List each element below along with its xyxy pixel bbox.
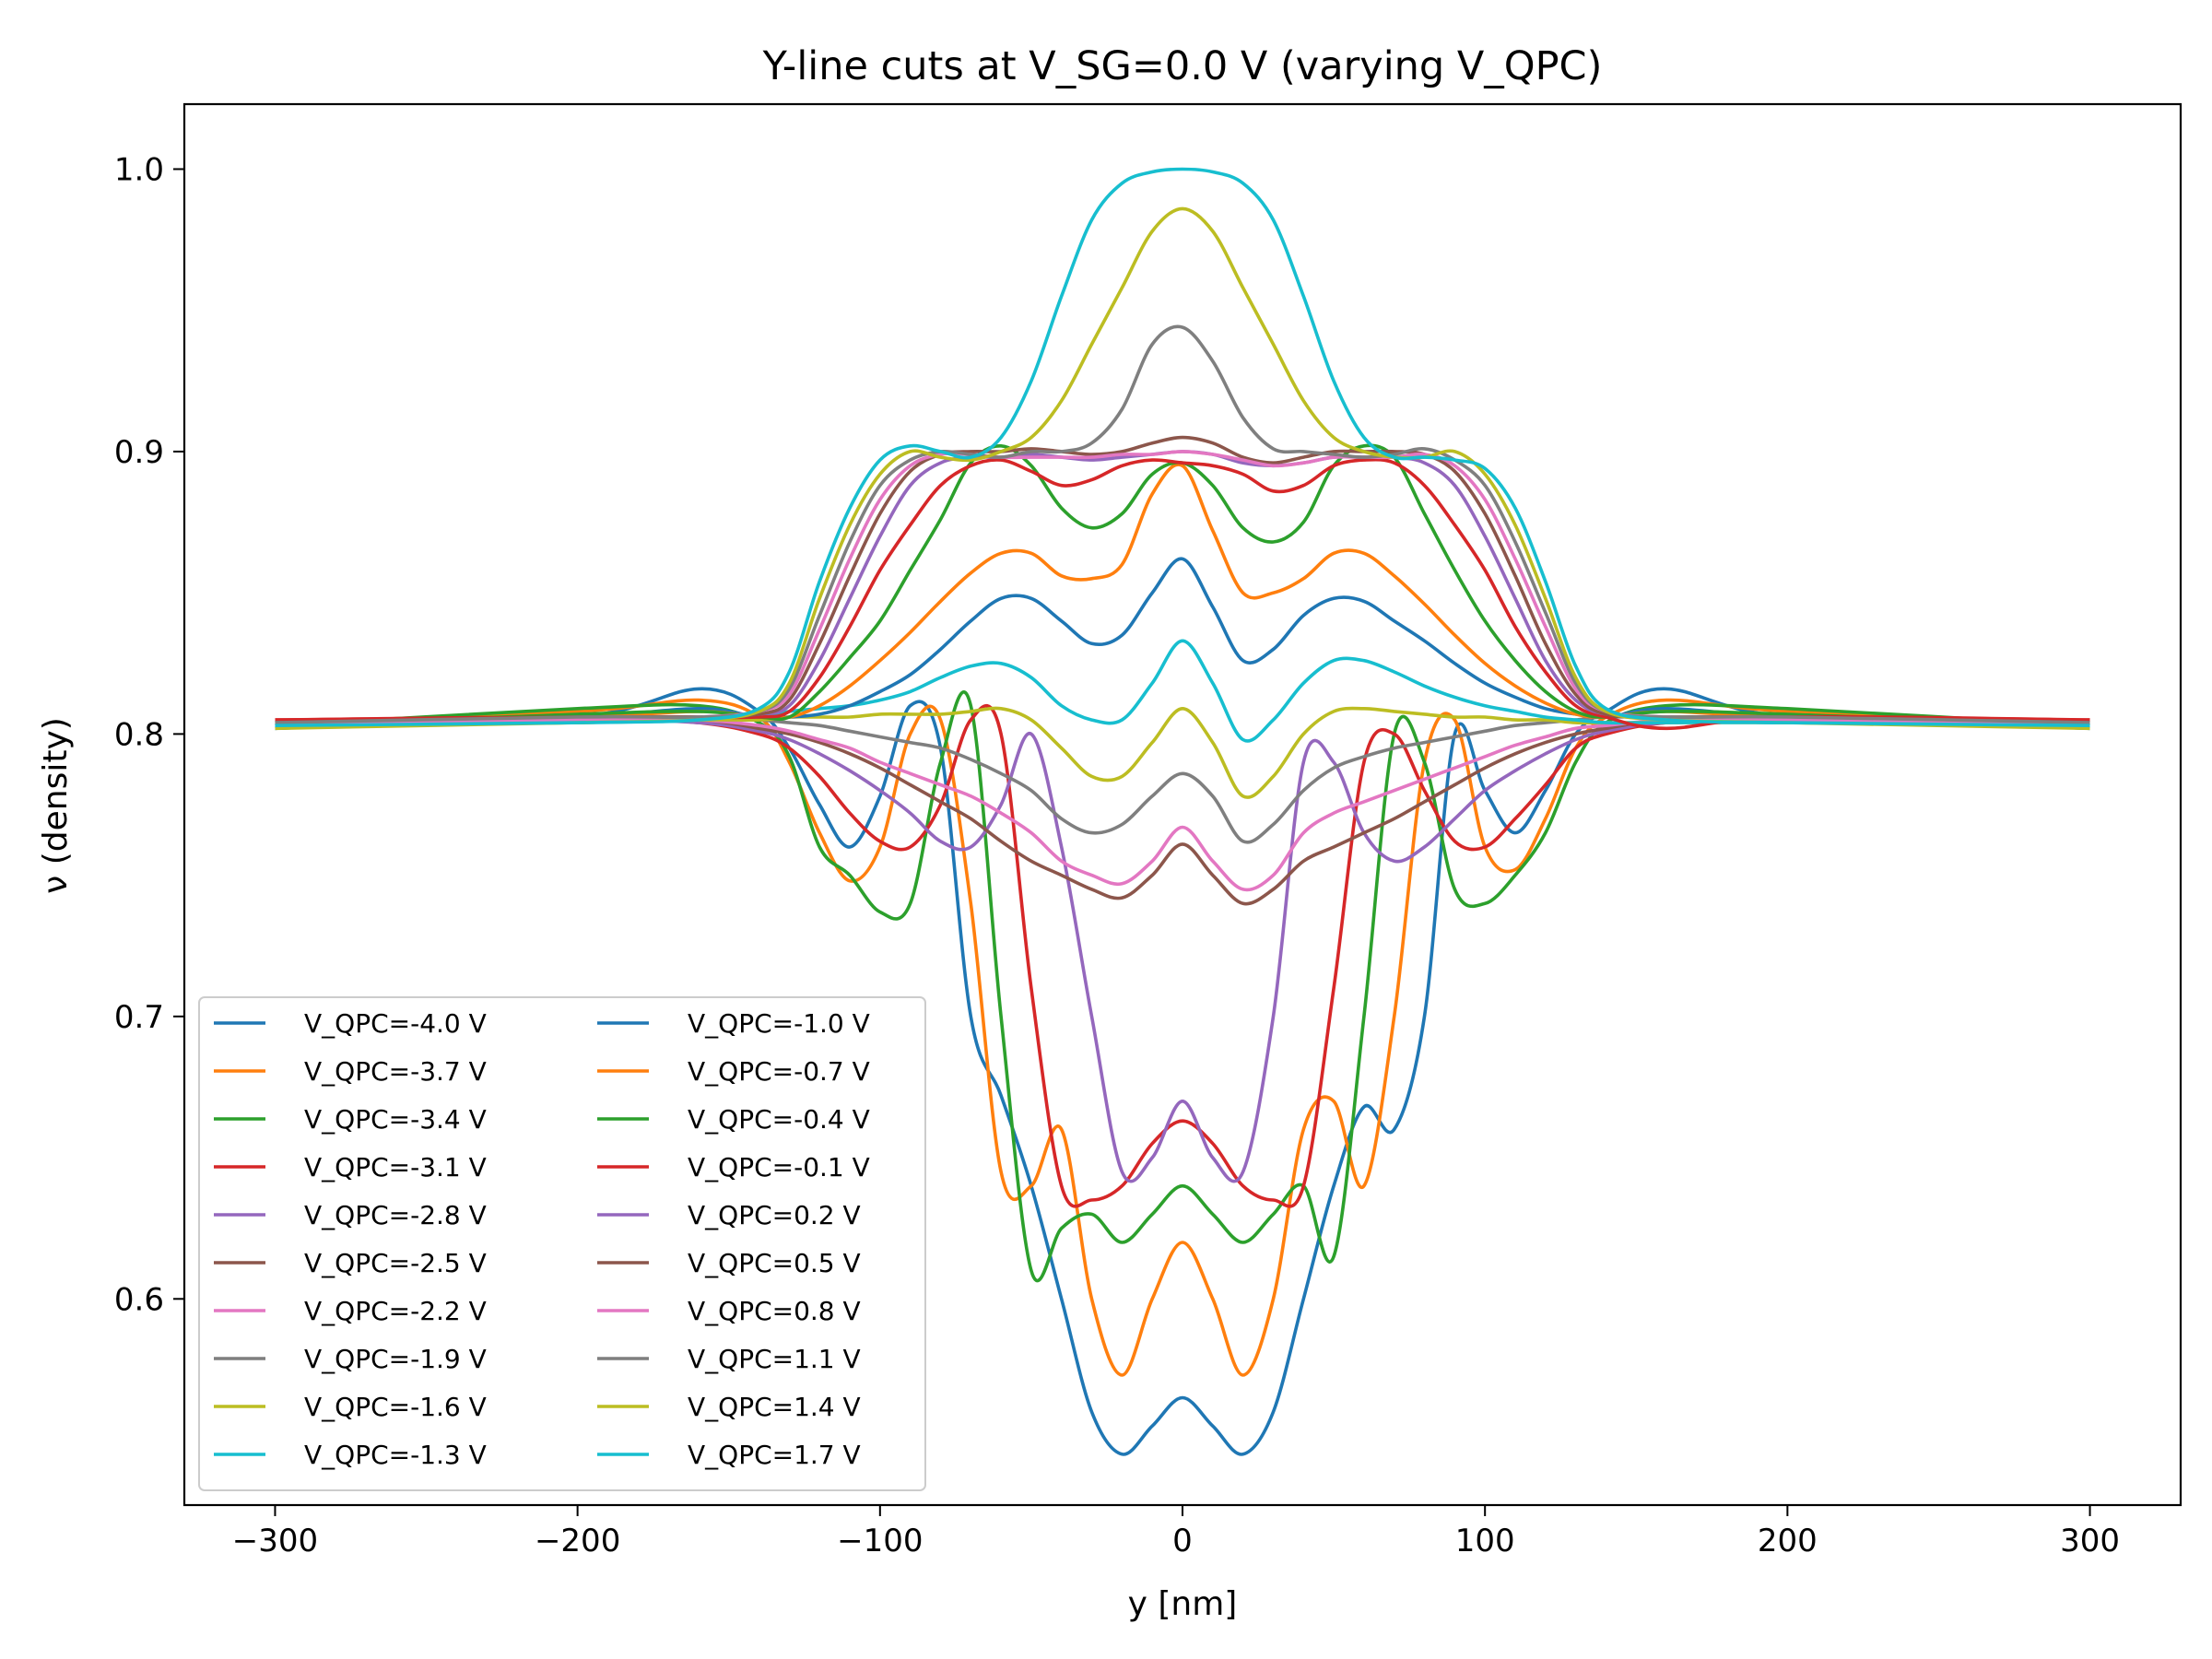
y-tick-label: 0.6 <box>114 1281 164 1318</box>
legend-label: V_QPC=-1.3 V <box>304 1440 487 1470</box>
series-line-6 <box>275 714 2090 892</box>
legend-label: V_QPC=-4.0 V <box>304 1008 487 1039</box>
legend-label: V_QPC=-3.1 V <box>304 1152 487 1182</box>
legend-label: V_QPC=-1.0 V <box>688 1008 870 1039</box>
legend-label: V_QPC=-0.4 V <box>688 1104 870 1135</box>
series-line-10 <box>275 557 2090 731</box>
legend-label: V_QPC=-0.7 V <box>688 1056 870 1087</box>
x-tick-label: −200 <box>535 1523 620 1559</box>
x-tick-label: −100 <box>837 1523 923 1559</box>
legend-label: V_QPC=-0.1 V <box>688 1152 870 1182</box>
y-axis-title: ν (density) <box>37 717 75 894</box>
legend-label: V_QPC=1.7 V <box>688 1440 861 1470</box>
x-tick-label: −300 <box>232 1523 318 1559</box>
legend-label: V_QPC=0.8 V <box>688 1296 861 1326</box>
series-line-4 <box>275 718 2090 1183</box>
legend-label: V_QPC=-3.7 V <box>304 1056 487 1087</box>
legend-label: V_QPC=-2.5 V <box>304 1248 487 1278</box>
series-line-3 <box>275 703 2090 1208</box>
series-line-15 <box>275 435 2090 724</box>
x-tick-label: 200 <box>1758 1523 1818 1559</box>
legend-label: V_QPC=-3.4 V <box>304 1104 487 1135</box>
series-line-2 <box>275 689 2090 1283</box>
legend-label: V_QPC=-1.6 V <box>304 1392 487 1422</box>
chart-title: Y-line cuts at V_SG=0.0 V (varying V_QPC… <box>762 43 1603 89</box>
x-axis: −300 −200 −100 0 100 200 300 <box>232 1505 2120 1559</box>
series-line-19 <box>275 167 2090 727</box>
legend-label: V_QPC=-2.8 V <box>304 1200 487 1230</box>
x-tick-label: 0 <box>1172 1523 1193 1559</box>
series-line-0 <box>275 687 2090 1456</box>
legend: V_QPC=-4.0 V V_QPC=-3.7 V V_QPC=-3.4 V V_QP… <box>198 996 926 1491</box>
y-tick-label: 0.8 <box>114 716 164 753</box>
legend-label: V_QPC=1.4 V <box>688 1392 861 1422</box>
y-axis: 0.6 0.7 0.8 0.9 1.0 <box>114 151 184 1318</box>
legend-label: V_QPC=-1.9 V <box>304 1344 487 1374</box>
series-line-17 <box>275 324 2090 724</box>
y-tick-label: 0.9 <box>114 434 164 471</box>
x-axis-title: y [nm] <box>1128 1585 1238 1623</box>
series-line-13 <box>275 457 2090 731</box>
plot-series-group <box>275 167 2090 1456</box>
y-tick-label: 1.0 <box>114 151 164 188</box>
x-tick-label: 100 <box>1455 1523 1515 1559</box>
series-line-11 <box>275 463 2090 724</box>
series-line-5 <box>275 715 2090 906</box>
x-tick-label: 300 <box>2060 1523 2120 1559</box>
series-line-18 <box>275 206 2090 731</box>
legend-label: V_QPC=1.1 V <box>688 1344 861 1374</box>
legend-label: V_QPC=0.2 V <box>688 1200 861 1230</box>
series-line-16 <box>275 450 2090 727</box>
legend-box <box>198 996 926 1491</box>
series-line-1 <box>275 698 2090 1377</box>
legend-label: V_QPC=0.5 V <box>688 1248 861 1278</box>
legend-label: V_QPC=-2.2 V <box>304 1296 487 1326</box>
y-tick-label: 0.7 <box>114 999 164 1036</box>
